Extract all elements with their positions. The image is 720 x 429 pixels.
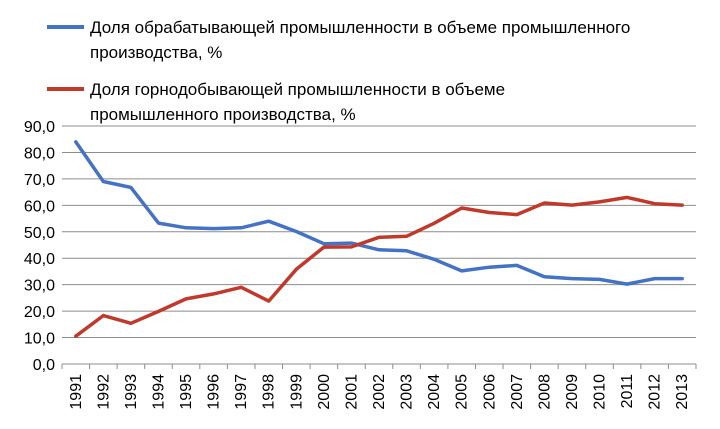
x-tick-label: 2008 — [536, 374, 553, 410]
legend-label-2-line-2: промышленного производства, % — [90, 105, 356, 124]
series-lines — [74, 140, 684, 338]
y-tick-label: 50,0 — [24, 225, 55, 242]
legend-label-1-line-1: Доля обрабатывающей промышленности в объ… — [90, 18, 630, 37]
y-tick-label: 10,0 — [24, 331, 55, 348]
x-tick-label: 2009 — [564, 374, 581, 410]
x-tick-label: 1992 — [95, 374, 112, 410]
x-tick-label: 2001 — [343, 374, 360, 410]
y-tick-label: 80,0 — [24, 145, 55, 162]
x-tick-label: 2003 — [399, 374, 416, 410]
y-tick-label: 70,0 — [24, 172, 55, 189]
x-tick-label: 2011 — [619, 374, 636, 409]
y-tick-label: 30,0 — [24, 278, 55, 295]
y-axis-tick-labels: 0,0 10,0 20,0 30,0 40,0 50,0 60,0 70,0 80,0 90,0 — [24, 119, 55, 374]
legend-label-1-line-2: производства, % — [90, 43, 222, 62]
x-tick-label: 2012 — [647, 374, 664, 410]
legend-label-2-line-1: Доля горнодобывающей промышленности в об… — [90, 80, 505, 99]
gridlines — [62, 125, 696, 339]
x-tick-label: 1993 — [123, 374, 140, 410]
x-axis: 1991 1992 1993 1994 1995 1996 1997 1998 1999 2000… — [61, 363, 697, 410]
legend: Доля обрабатывающей промышленности в объ… — [47, 18, 630, 124]
x-tick-label: 1998 — [261, 374, 278, 410]
x-tick-label: 1995 — [178, 374, 195, 410]
x-tick-label: 2000 — [316, 374, 333, 410]
x-tick-label: 2006 — [481, 374, 498, 410]
x-tick-label: 2002 — [371, 374, 388, 410]
x-tick-label: 1996 — [206, 374, 223, 410]
y-tick-label: 0,0 — [33, 357, 55, 374]
y-tick-label: 90,0 — [24, 119, 55, 136]
series-line-2 — [74, 195, 684, 338]
y-tick-label: 60,0 — [24, 198, 55, 215]
x-tick-label: 2005 — [454, 374, 471, 410]
x-tick-label: 2007 — [509, 374, 526, 410]
x-tick-label: 2010 — [592, 374, 609, 410]
series-line-1 — [74, 140, 684, 286]
x-tick-label: 1997 — [233, 374, 250, 410]
x-tick-label: 2004 — [426, 374, 443, 410]
x-tick-label: 2013 — [674, 374, 691, 410]
x-tick-label: 1994 — [150, 374, 167, 410]
x-tick-label: 1999 — [288, 374, 305, 410]
y-tick-label: 20,0 — [24, 304, 55, 321]
x-tick-label: 1991 — [68, 374, 85, 410]
y-tick-label: 40,0 — [24, 251, 55, 268]
